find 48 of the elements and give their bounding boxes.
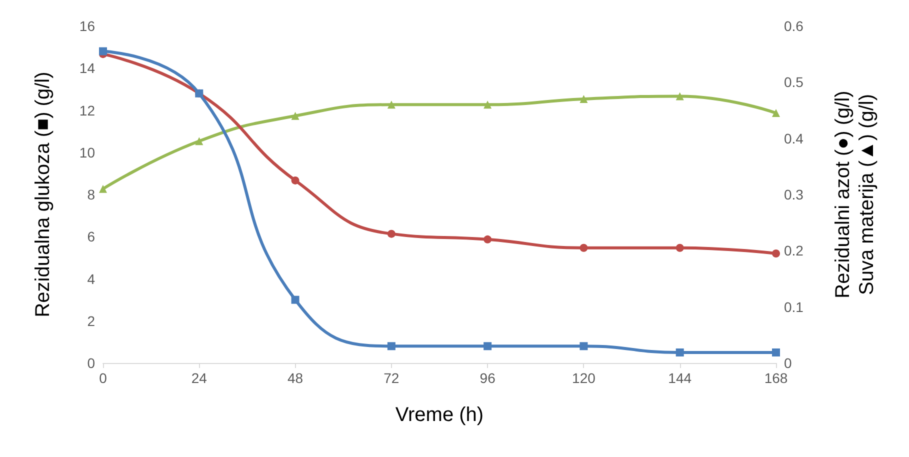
y2-tick-label: 0.1: [784, 298, 804, 315]
y2-tick-label: 0.5: [784, 74, 804, 90]
x-tick-label: 168: [764, 370, 788, 386]
y-tick-label: 14: [79, 60, 96, 76]
point: [484, 342, 492, 350]
point: [772, 109, 780, 118]
y-tick-label: 12: [79, 102, 96, 118]
y-tick-label: 4: [87, 270, 96, 287]
y-axis-title: Rezidualna glukoza (■) (g/l): [32, 72, 54, 318]
point: [676, 92, 684, 100]
x-axis-title: Vreme (h): [395, 404, 484, 426]
point: [291, 296, 300, 304]
y2-tick-label: 0.6: [784, 18, 804, 34]
point: [195, 137, 204, 146]
point: [99, 47, 107, 56]
y-tick-label: 8: [87, 186, 96, 202]
x-tick-label: 24: [191, 370, 208, 386]
point: [387, 230, 396, 238]
y2-axis-title: Rezidualni azot (●) (g/l) Suva materija (▲) (g/l): [832, 90, 878, 298]
y-tick-label: 10: [79, 144, 96, 160]
y-tick-label: 0: [87, 355, 96, 371]
y2-tick-label: 0: [784, 355, 792, 371]
point: [484, 100, 492, 109]
y2-tick-label: 0.2: [784, 242, 804, 259]
point: [580, 342, 588, 350]
point: [676, 244, 684, 252]
point: [291, 176, 300, 184]
x-tick-label: 96: [480, 370, 496, 386]
y-tick-label: 6: [87, 228, 96, 245]
point: [772, 348, 780, 356]
point: [484, 235, 492, 244]
x-tick-label: 0: [99, 370, 108, 386]
point: [387, 100, 396, 109]
point: [291, 112, 300, 120]
y-tick-label: 16: [79, 18, 96, 34]
point: [99, 184, 107, 193]
y2-tick-label: 0.4: [784, 130, 804, 146]
point: [676, 348, 684, 356]
x-tick-label: 48: [287, 370, 304, 386]
x-tick-label: 72: [384, 370, 400, 386]
point: [580, 244, 588, 252]
point: [772, 249, 780, 258]
y2-tick-label: 0.3: [784, 186, 804, 202]
x-tick-label: 120: [572, 370, 596, 386]
point: [387, 342, 396, 350]
y-tick-label: 2: [87, 312, 96, 329]
point: [580, 95, 588, 104]
x-tick-label: 144: [668, 370, 692, 386]
